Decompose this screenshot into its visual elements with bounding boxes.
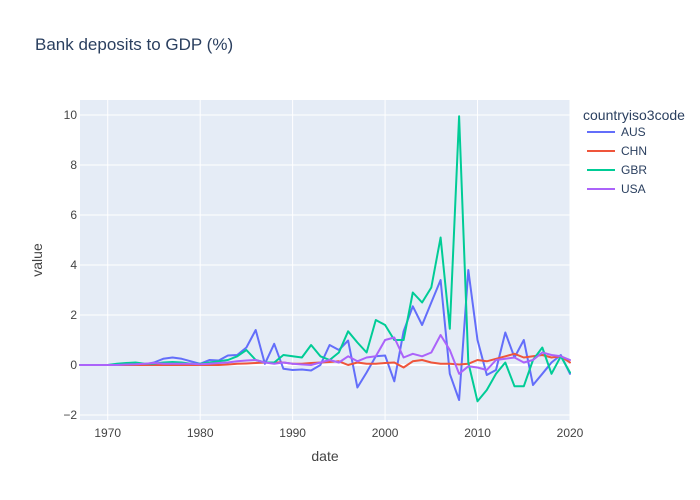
x-gridlines: [107, 100, 571, 420]
x-axis-title: date: [311, 448, 338, 464]
x-tick-label: 2010: [464, 426, 491, 440]
series-layer: [79, 115, 571, 403]
chart-title: Bank deposits to GDP (%): [35, 35, 233, 54]
legend-item-usa[interactable]: USA: [587, 182, 646, 196]
y-axis-ticks: −2 0 2 4 6 8 10: [63, 108, 77, 422]
y-tick-label: 2: [70, 308, 77, 322]
y-tick-label: 4: [70, 258, 77, 272]
y-tick-label: 8: [70, 158, 77, 172]
plot-area: [80, 100, 570, 420]
x-tick-label: 2000: [372, 426, 399, 440]
x-tick-label: 1990: [279, 426, 306, 440]
x-tick-label: 1980: [187, 426, 214, 440]
x-tick-label: 2020: [557, 426, 584, 440]
legend-label: CHN: [621, 144, 647, 158]
x-tick-label: 1970: [94, 426, 121, 440]
x-axis-ticks: 1970 1980 1990 2000 2010 2020: [94, 426, 583, 440]
legend-item-chn[interactable]: CHN: [587, 144, 647, 158]
y-tick-label: 6: [70, 208, 77, 222]
legend-item-gbr[interactable]: GBR: [587, 163, 647, 177]
legend-item-aus[interactable]: AUS: [587, 125, 646, 139]
y-tick-label: 0: [70, 358, 77, 372]
series-line-usa[interactable]: [79, 334, 571, 375]
legend-label: GBR: [621, 163, 647, 177]
legend-title: countryiso3code: [583, 107, 685, 123]
legend-items: AUS CHN GBR USA: [587, 125, 647, 196]
y-tick-label: 10: [64, 108, 78, 122]
legend[interactable]: countryiso3code AUS CHN GBR USA: [583, 107, 685, 196]
y-axis-title: value: [29, 243, 45, 277]
series-line-aus[interactable]: [79, 269, 571, 401]
legend-label: USA: [621, 182, 646, 196]
legend-label: AUS: [621, 125, 646, 139]
y-tick-label: −2: [63, 408, 77, 422]
